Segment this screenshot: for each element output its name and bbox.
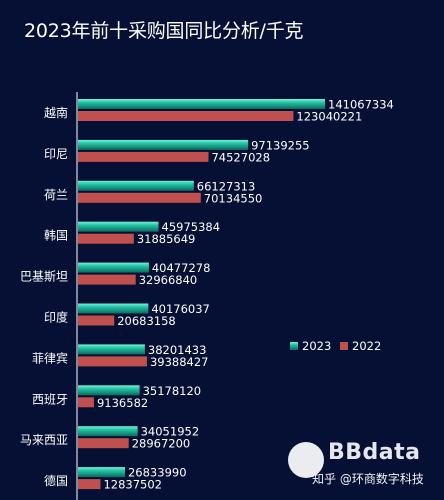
category-label: 印尼 — [44, 147, 68, 161]
category-label: 菲律宾 — [32, 350, 68, 365]
value-label-2023: 40176037 — [151, 302, 210, 316]
value-label-2023: 38201433 — [148, 343, 207, 357]
value-label-2022: 9136582 — [97, 396, 148, 410]
value-label-2022: 31885649 — [137, 232, 196, 246]
value-label-2023: 34051952 — [141, 425, 200, 439]
bar-2023 — [78, 221, 159, 232]
bar-2023 — [78, 262, 149, 273]
value-label-2022: 123040221 — [296, 110, 362, 124]
bar-2022 — [78, 274, 136, 285]
legend-swatch-2022 — [340, 342, 348, 350]
bar-2022 — [78, 397, 94, 408]
bar-2022 — [78, 356, 147, 367]
value-label-2022: 32966840 — [139, 273, 198, 287]
category-label: 马来西亚 — [20, 433, 68, 447]
bar-2022 — [78, 479, 101, 490]
legend: 2023 2022 — [290, 339, 381, 353]
bar-2022 — [78, 151, 209, 162]
watermark-source: 知乎 @环商数字科技 — [312, 472, 424, 486]
category-label: 荷兰 — [44, 188, 68, 202]
value-label-2023: 26833990 — [128, 466, 187, 480]
watermark-brand: BBdata — [328, 440, 421, 465]
chart-title: 2023年前十采购国同比分析/千克 — [24, 20, 304, 42]
category-label: 德国 — [44, 473, 68, 488]
bar-2023 — [78, 467, 125, 478]
bar-2023 — [78, 344, 145, 355]
value-label-2023: 97139255 — [251, 138, 310, 152]
bar-2023 — [78, 180, 194, 191]
bar-2022 — [78, 233, 134, 244]
category-label: 巴基斯坦 — [20, 270, 68, 284]
value-label-2022: 20683158 — [117, 314, 176, 328]
value-label-2023: 35178120 — [143, 384, 202, 398]
bar-2023 — [78, 303, 149, 314]
bbdata-logo-icon — [288, 442, 324, 478]
bar-2023 — [78, 139, 249, 150]
legend-swatch-2023 — [290, 342, 298, 350]
category-label: 印度 — [44, 310, 68, 325]
value-label-2022: 74527028 — [211, 150, 270, 164]
value-label-2022: 70134550 — [204, 191, 263, 205]
value-label-2023: 45975384 — [162, 220, 221, 234]
bar-2022 — [78, 111, 294, 121]
bar-2022 — [78, 192, 201, 203]
value-label-2023: 66127313 — [197, 179, 256, 193]
value-label-2022: 39388427 — [150, 355, 209, 369]
bar-2023 — [78, 426, 138, 437]
watermark-logo: BBdata — [286, 440, 436, 496]
category-label: 越南 — [44, 105, 68, 120]
value-label-2022: 12837502 — [103, 478, 162, 492]
legend-label-2023: 2023 — [302, 339, 331, 353]
bar-2022 — [78, 315, 115, 326]
category-label: 西班牙 — [32, 392, 68, 406]
value-label-2023: 40477278 — [152, 261, 211, 275]
legend-label-2022: 2022 — [352, 339, 381, 353]
bar-2023 — [78, 385, 140, 396]
category-label: 韩国 — [44, 228, 68, 243]
bar-2023 — [78, 99, 325, 109]
bar-2022 — [78, 438, 129, 449]
value-label-2022: 28967200 — [132, 437, 191, 451]
value-label-2023: 141067334 — [328, 98, 394, 112]
